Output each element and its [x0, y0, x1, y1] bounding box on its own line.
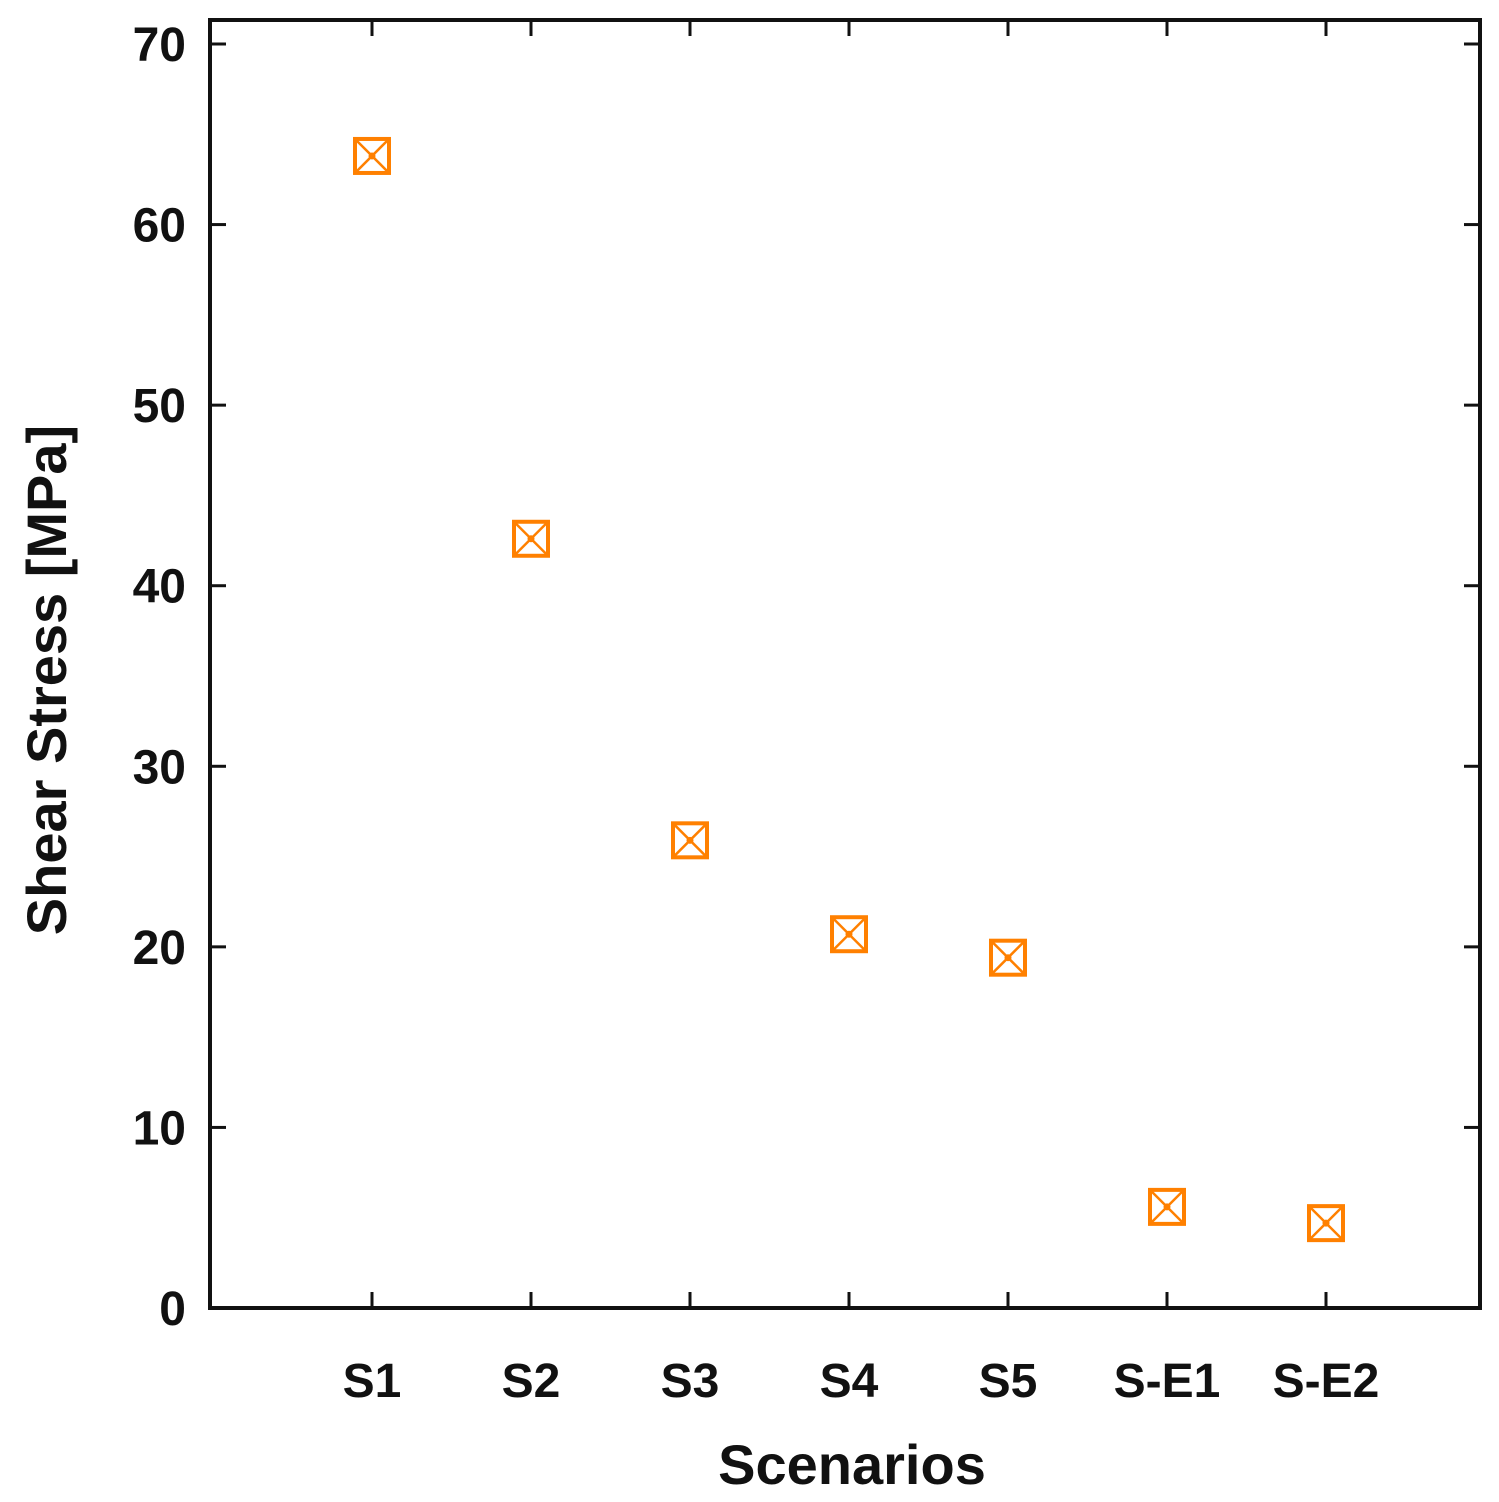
x-tick-label: S2 — [502, 1355, 561, 1408]
data-point — [1307, 1204, 1345, 1243]
data-point — [1148, 1187, 1186, 1226]
data-point — [989, 938, 1027, 977]
x-tick-label: S-E2 — [1273, 1355, 1380, 1408]
y-tick-label: 30 — [133, 741, 186, 794]
y-tick-label: 60 — [133, 200, 186, 253]
plot-frame — [208, 18, 1482, 1310]
data-point — [830, 915, 868, 954]
y-tick-label: 50 — [133, 380, 186, 433]
y-tick-label: 0 — [159, 1283, 186, 1336]
x-axis-label: Scenarios — [718, 1433, 986, 1496]
x-tick-label: S1 — [343, 1355, 402, 1408]
x-tick-label: S-E1 — [1114, 1355, 1221, 1408]
data-point — [671, 821, 709, 860]
y-tick-label: 20 — [133, 922, 186, 975]
y-tick-label: 40 — [133, 561, 186, 614]
x-tick-label: S3 — [661, 1355, 720, 1408]
data-point — [353, 136, 391, 175]
y-tick-label: 70 — [133, 19, 186, 72]
x-tick-label: S4 — [820, 1355, 879, 1408]
y-axis-label: Shear Stress [MPa] — [15, 425, 78, 935]
x-tick-label: S5 — [979, 1355, 1038, 1408]
data-point — [512, 519, 550, 558]
y-tick-label: 10 — [133, 1102, 186, 1155]
